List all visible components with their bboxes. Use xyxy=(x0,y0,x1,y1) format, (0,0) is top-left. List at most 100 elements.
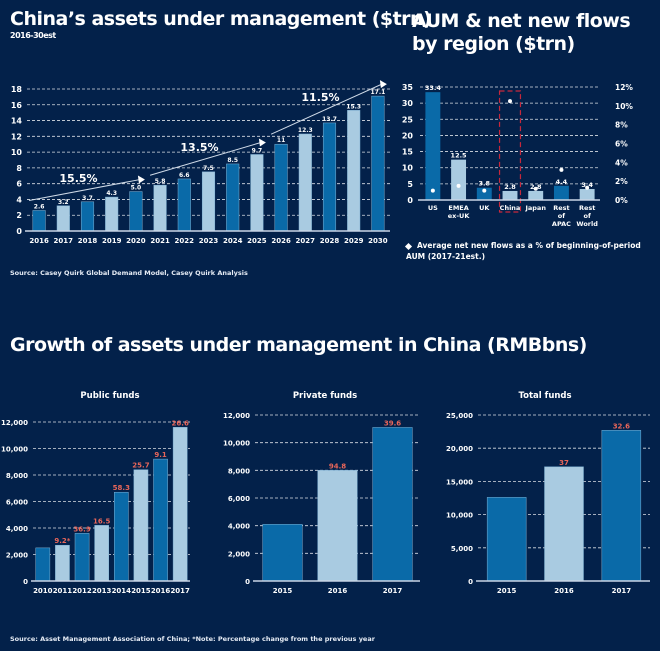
data-label: 17.1 xyxy=(370,89,385,96)
y2-tick-label: 4% xyxy=(615,158,628,167)
private-funds-chart: 0 2,000 4,000 6,000 8,000 10,000 12,000 2015 201… xyxy=(223,412,420,595)
y-tick-label: 10,000 xyxy=(446,512,473,520)
bar xyxy=(113,491,129,582)
y-tick-label: 2 xyxy=(16,211,22,220)
china-aum-subtitle: 2016-30est xyxy=(10,31,56,40)
data-label: 13.7 xyxy=(322,116,337,123)
source-top: Source: Casey Quirk Global Demand Model,… xyxy=(10,269,248,277)
y-tick-label: 30 xyxy=(402,99,414,108)
bar xyxy=(347,110,361,232)
change-label: 16.5 xyxy=(93,517,110,525)
data-label: 3.4 xyxy=(581,181,593,189)
flow-marker xyxy=(508,99,512,104)
y-tick-label: 8,000 xyxy=(6,472,28,480)
flow-marker xyxy=(533,186,538,191)
cagr-arrow-head-icon xyxy=(137,175,145,184)
y-tick-label: 2,000 xyxy=(6,552,28,560)
x-tick-label: 2017 xyxy=(383,587,403,595)
data-label: 33.4 xyxy=(425,84,442,92)
growth-title: Growth of assets under management in Chi… xyxy=(10,334,587,356)
y-tick-label: 5,000 xyxy=(451,545,473,553)
x-tick-label: 2022 xyxy=(175,237,195,245)
y-tick-label: 20 xyxy=(402,131,414,140)
cagr-label: 15.5% xyxy=(59,172,97,185)
highlight-box xyxy=(498,90,522,213)
bar xyxy=(425,92,441,200)
x-tick-label: 2026 xyxy=(271,237,291,245)
region-aum-title: AUM & net new flows by region ($trn) xyxy=(412,10,631,55)
x-tick-label: APAC xyxy=(552,220,571,228)
y-tick-label: 15 xyxy=(402,148,414,157)
x-tick-label: Japan xyxy=(524,204,546,212)
y-tick-label: 20,000 xyxy=(446,445,473,453)
bar xyxy=(476,187,492,200)
bar xyxy=(133,469,149,582)
bar xyxy=(372,427,413,582)
bar xyxy=(129,191,143,232)
bar xyxy=(172,427,188,582)
x-tick-label: 2027 xyxy=(296,237,316,245)
bar xyxy=(55,544,70,582)
cagr-arrow-line xyxy=(270,83,383,135)
y-tick-label: 4,000 xyxy=(6,525,28,533)
y-tick-label: 8 xyxy=(16,164,22,173)
bar xyxy=(451,159,467,200)
change-label: 9.1 xyxy=(154,451,167,459)
y-tick-label: 16 xyxy=(11,101,23,110)
x-tick-label: 2028 xyxy=(320,237,340,245)
flow-marker xyxy=(585,185,590,190)
flow-marker xyxy=(430,188,435,193)
change-label: 39.6 xyxy=(384,419,401,427)
flow-marker xyxy=(559,167,564,172)
x-tick-label: Rest xyxy=(553,204,569,212)
data-label: 3.7 xyxy=(82,195,93,202)
bar xyxy=(74,533,90,582)
flow-marker xyxy=(456,183,461,188)
x-tick-label: 2023 xyxy=(199,237,219,245)
private-funds-title: Private funds xyxy=(292,391,358,401)
total-funds-title: Total funds xyxy=(518,391,572,401)
data-label: 9.7 xyxy=(252,147,263,154)
cagr-label: 13.5% xyxy=(180,141,218,154)
bar xyxy=(579,189,595,200)
bar xyxy=(35,547,51,582)
public-funds-title: Public funds xyxy=(80,391,140,401)
bar xyxy=(250,154,264,232)
cagr-arrow-head-icon xyxy=(258,138,266,147)
data-label: 3.8 xyxy=(479,180,491,188)
bar xyxy=(528,190,544,200)
change-label: 94.8 xyxy=(329,462,346,470)
x-tick-label: 2011 xyxy=(53,587,73,595)
y-tick-label: 5 xyxy=(407,180,413,189)
y-tick-label: 10 xyxy=(11,148,23,157)
x-tick-label: 2017 xyxy=(54,237,74,245)
data-label: 4.4 xyxy=(556,178,568,186)
data-label: 8.5 xyxy=(227,157,238,164)
data-label: 2.8 xyxy=(504,183,516,191)
bar xyxy=(153,458,168,582)
y-tick-label: 25,000 xyxy=(446,412,473,420)
x-tick-label: 2016 xyxy=(328,587,348,595)
y-tick-label: 0 xyxy=(468,578,473,586)
x-tick-label: 2018 xyxy=(78,237,98,245)
x-tick-label: 2021 xyxy=(150,237,170,245)
data-label: 12.5 xyxy=(451,152,468,160)
china-aum-chart: 0 2 4 6 8 10 12 14 16 18 2016 2.6 2017 3.2 2018 3.7 2019… xyxy=(11,80,390,245)
change-label: 25.7 xyxy=(132,462,149,470)
y-tick-label: 0 xyxy=(16,227,22,236)
bar xyxy=(544,466,584,582)
x-tick-label: 2016 xyxy=(554,587,574,595)
x-tick-label: 2010 xyxy=(33,587,53,595)
bar xyxy=(274,143,288,232)
data-label: 3.2 xyxy=(58,199,69,206)
bar xyxy=(105,196,119,232)
y-tick-label: 4,000 xyxy=(228,523,250,531)
bar xyxy=(298,133,312,232)
legend-flows-label: Average net new flows as a % of beginnin… xyxy=(406,241,641,261)
bar xyxy=(371,95,385,232)
y-tick-label: 12,000 xyxy=(1,419,28,427)
y-tick-label: 6,000 xyxy=(6,499,28,507)
y-tick-label: 12,000 xyxy=(223,412,250,420)
bar xyxy=(153,184,167,232)
